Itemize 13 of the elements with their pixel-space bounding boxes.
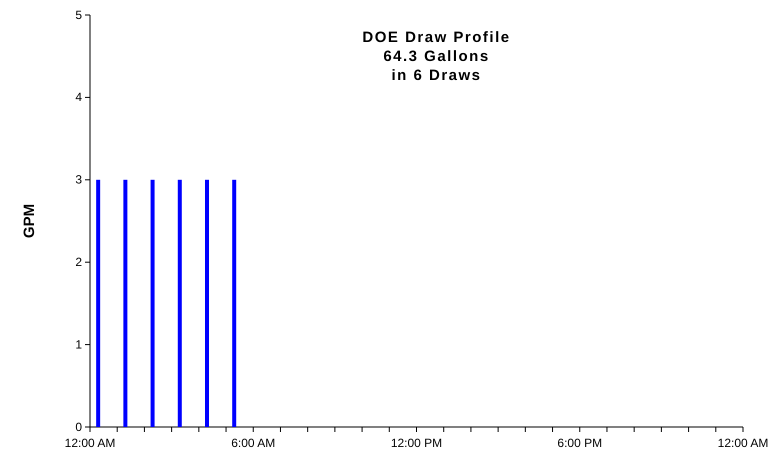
y-tick-label: 2 <box>75 255 82 270</box>
y-tick-label: 3 <box>75 172 82 187</box>
y-tick-label: 5 <box>75 8 82 22</box>
x-tick-label: 6:00 AM <box>231 436 276 450</box>
x-tick-label: 12:00 AM <box>718 436 768 450</box>
x-tick-label: 12:00 AM <box>64 436 116 450</box>
y-tick-label: 4 <box>75 90 82 104</box>
y-axis-title: GPM <box>21 204 38 238</box>
x-tick-label: 6:00 PM <box>557 436 602 450</box>
x-tick-label: 12:00 PM <box>390 436 442 450</box>
y-tick-label: 0 <box>75 420 82 434</box>
y-tick-label: 1 <box>75 337 82 352</box>
text: DOE Draw Profile 64.3 Gallons in 6 Draws <box>362 29 511 84</box>
